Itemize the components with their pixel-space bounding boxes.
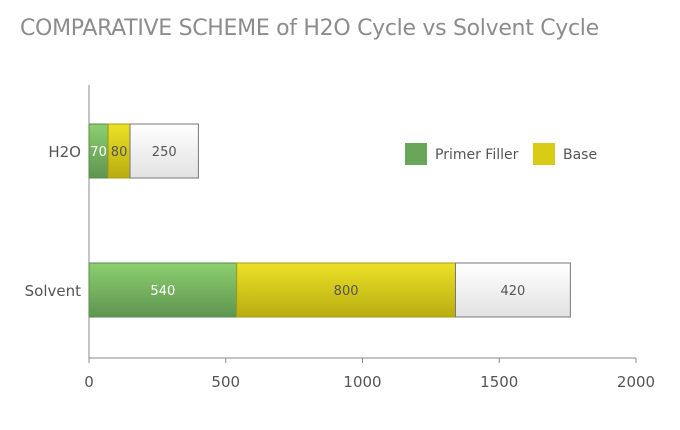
bar-value-label: 420	[501, 284, 526, 299]
bar-segment	[454, 262, 571, 318]
category-label: Solvent	[25, 282, 81, 300]
bar-segment	[129, 123, 199, 179]
legend-swatch	[405, 143, 427, 165]
bar-segment	[88, 262, 238, 318]
legend-label: Primer Filler	[435, 147, 519, 163]
chart-title: COMPARATIVE SCHEME of H2O Cycle vs Solve…	[20, 16, 599, 41]
category-label: H2O	[48, 143, 81, 161]
x-tick-label: 2000	[617, 373, 655, 391]
x-tick-label: 500	[211, 373, 240, 391]
bar-value-label: 80	[111, 145, 128, 160]
bar-value-label: 70	[90, 145, 107, 160]
bar-value-label: 250	[152, 145, 177, 160]
bar-value-label: 540	[150, 284, 175, 299]
x-tick-label: 0	[84, 373, 94, 391]
x-tick-label: 1000	[343, 373, 381, 391]
x-tick-label: 1500	[480, 373, 518, 391]
legend-swatch	[533, 143, 555, 165]
bar-value-label: 800	[334, 284, 359, 299]
legend-label: Base	[563, 147, 597, 163]
bar-segment	[236, 262, 456, 318]
